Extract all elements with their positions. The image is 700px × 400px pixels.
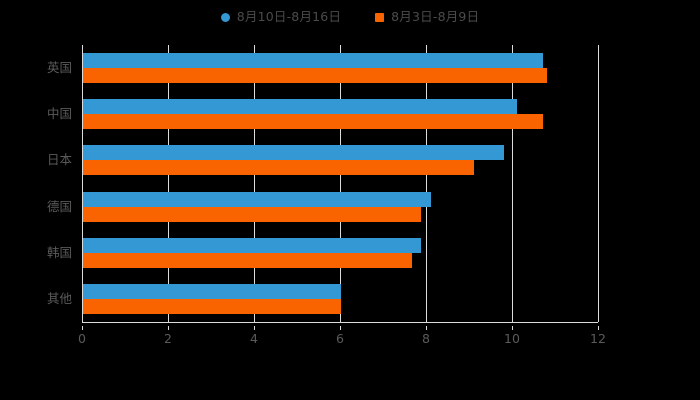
legend-circle-marker-icon (220, 12, 230, 22)
bar-group (83, 53, 599, 84)
x-axis-tick-mark (512, 326, 513, 330)
bar[interactable] (83, 237, 421, 253)
bar-group (83, 145, 599, 176)
bar[interactable] (83, 99, 518, 115)
x-axis-tick-label: 4 (250, 331, 258, 346)
y-axis-tick-label: 中国 (46, 106, 72, 122)
bar[interactable] (83, 298, 341, 314)
x-axis-tick-mark (598, 326, 599, 330)
x-axis-tick-label: 6 (336, 331, 344, 346)
x-axis-tick-mark (340, 326, 341, 330)
bar-group (83, 237, 599, 268)
chart-legend: 8月10日-8月16日 8月3日-8月9日 (0, 8, 700, 26)
plot-area (82, 45, 599, 323)
x-axis-tick-mark (168, 326, 169, 330)
legend-item-label: 8月3日-8月9日 (391, 9, 480, 24)
gridline (426, 45, 427, 322)
x-axis-labels: 0 2 4 6 8 10 12 (78, 326, 606, 346)
y-axis-tick-label: 韩国 (46, 244, 72, 260)
y-axis-line (82, 45, 83, 322)
x-axis-tick-label: 10 (504, 331, 520, 346)
bar[interactable] (83, 160, 475, 176)
legend-item-label: 8月10日-8月16日 (236, 9, 342, 24)
x-axis-tick-label: 2 (164, 331, 172, 346)
x-axis-tick-mark (82, 326, 83, 330)
gridline (340, 45, 341, 322)
x-axis-tick-label: 0 (78, 331, 86, 346)
legend-square-marker-icon (375, 12, 385, 22)
bar[interactable] (83, 145, 505, 161)
x-axis-tick-label: 12 (590, 331, 606, 346)
y-axis-labels: 英国中国日本德国韩国其他 (0, 45, 82, 322)
bar[interactable] (83, 53, 544, 69)
gridline (168, 45, 169, 322)
y-axis-tick-label: 英国 (46, 60, 72, 76)
bar[interactable] (83, 283, 341, 299)
x-axis-line (82, 322, 598, 323)
bar[interactable] (83, 68, 548, 84)
gridline (512, 45, 513, 322)
bar[interactable] (83, 114, 544, 130)
legend-item-series-0[interactable]: 8月10日-8月16日 (220, 8, 342, 26)
legend-item-series-1[interactable]: 8月3日-8月9日 (375, 8, 479, 26)
x-axis-tick-mark (254, 326, 255, 330)
bar-group (83, 191, 599, 222)
y-axis-tick-label: 其他 (46, 290, 72, 306)
x-axis-tick-mark (426, 326, 427, 330)
bar-group (83, 283, 599, 314)
bar[interactable] (83, 252, 412, 268)
bar[interactable] (83, 206, 421, 222)
bar[interactable] (83, 191, 432, 207)
x-axis-tick-label: 8 (422, 331, 430, 346)
bar-group (83, 99, 599, 130)
y-axis-tick-label: 日本 (46, 152, 72, 168)
gridline (254, 45, 255, 322)
y-axis-tick-label: 德国 (46, 198, 72, 214)
gridline (598, 45, 599, 322)
